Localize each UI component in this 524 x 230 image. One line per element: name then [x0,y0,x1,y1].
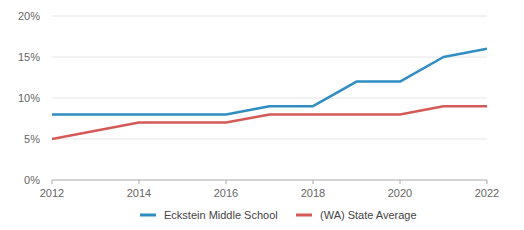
x-tick-label: 2022 [475,187,499,199]
legend-swatch [296,214,312,217]
grid-line [52,16,487,17]
x-tick [226,180,227,184]
legend-swatch [140,214,156,217]
y-tick-label: 0% [24,174,40,186]
legend-label: Eckstein Middle School [164,209,278,221]
x-tick [400,180,401,184]
chart: 0% 5% 10% 15% 20% 2012 2014 2016 2018 2020 2022 Eck… [0,0,524,230]
x-tick-label: 2012 [40,187,64,199]
x-tick-label: 2018 [301,187,325,199]
grid-line [52,57,487,58]
series-line [52,106,487,139]
x-tick [313,180,314,184]
x-tick-label: 2014 [127,187,151,199]
legend-label: (WA) State Average [320,209,417,221]
x-tick-label: 2020 [388,187,412,199]
grid-line [52,139,487,140]
grid-line [52,180,487,181]
y-tick-label: 20% [18,10,40,22]
x-tick [52,180,53,184]
series-line [52,49,487,115]
y-tick-label: 10% [18,92,40,104]
y-tick-label: 15% [18,51,40,63]
x-tick-label: 2016 [214,187,238,199]
y-tick-label: 5% [24,133,40,145]
plot-area [52,49,487,139]
x-tick [487,180,488,184]
x-tick [139,180,140,184]
grid-line [52,98,487,99]
